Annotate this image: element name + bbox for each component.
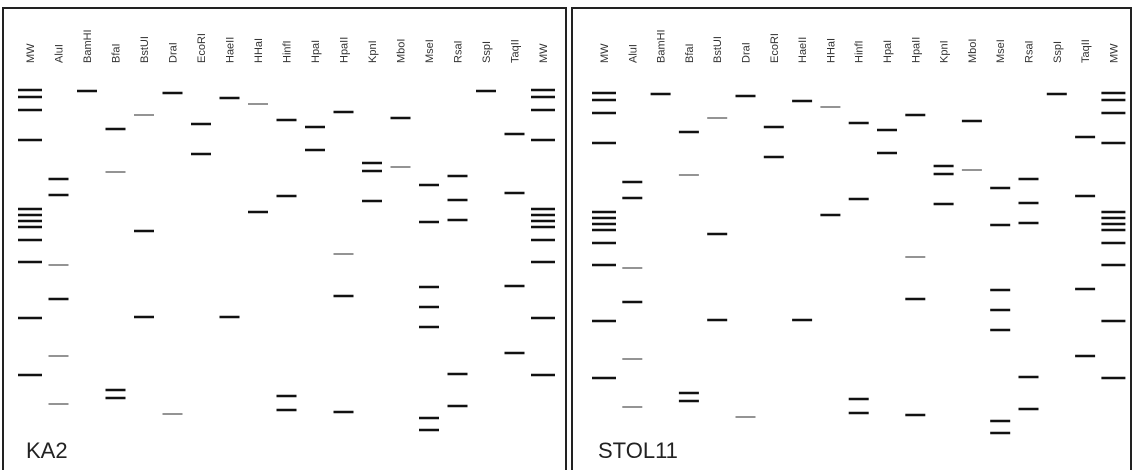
page: {"panels": [ {"label": "KA2", "lanes": [… <box>0 0 1134 475</box>
lane-label: DraI <box>741 42 753 63</box>
lane-label: EcoRI <box>769 33 781 63</box>
lane-label: HpaI <box>310 40 322 63</box>
lane-label: AluI <box>54 44 66 63</box>
lane-label: DraI <box>168 42 180 63</box>
lane-label: RsaI <box>453 40 465 63</box>
lane-label: MW <box>1108 43 1120 63</box>
lane-label: BamHI <box>656 29 668 63</box>
lane-label: BstUI <box>712 36 724 63</box>
lane-label: HinfI <box>282 40 294 63</box>
lane-label: MW <box>599 43 611 63</box>
lane-label: MseI <box>995 39 1007 63</box>
panel-frame <box>3 8 566 470</box>
lane-label: HaeII <box>797 37 809 63</box>
lane-label: MseI <box>424 39 436 63</box>
lane-label: SspI <box>481 41 493 63</box>
panel-label: KA2 <box>26 438 68 463</box>
lane-label: RsaI <box>1024 40 1036 63</box>
lane-label: BstUI <box>139 36 151 63</box>
lane-label: HinfI <box>854 40 866 63</box>
lane-label: KpnI <box>939 40 951 63</box>
lane-label: KpnI <box>367 40 379 63</box>
lane-label: MboI <box>396 39 408 63</box>
lane-label: HHaI <box>253 38 265 63</box>
lane-label: HpaI <box>882 40 894 63</box>
lane-label: TaqII <box>1080 39 1092 63</box>
lane-label: EcoRI <box>196 33 208 63</box>
panel-frame <box>572 8 1131 470</box>
lane-label: MW <box>538 43 550 63</box>
gel-figure: MW AluI BamHI BfaI BstUI DraI EcoRI HaeII HHaI Hi… <box>0 0 1134 470</box>
lane-label: AluI <box>627 44 639 63</box>
panel-label: STOL11 <box>598 438 678 463</box>
lane-label: HpaII <box>910 37 922 63</box>
lane-label: TaqII <box>510 39 522 63</box>
lane-label: BfaI <box>111 43 123 63</box>
lane-label: HHaI <box>825 38 837 63</box>
lane-label: MW <box>25 43 37 63</box>
lane-label: BfaI <box>684 43 696 63</box>
lane-label: HpaII <box>339 37 351 63</box>
lane-label: BamHI <box>82 29 94 63</box>
lane-label: SspI <box>1052 41 1064 63</box>
lane-label: MboI <box>967 39 979 63</box>
lane-label: HaeII <box>225 37 237 63</box>
